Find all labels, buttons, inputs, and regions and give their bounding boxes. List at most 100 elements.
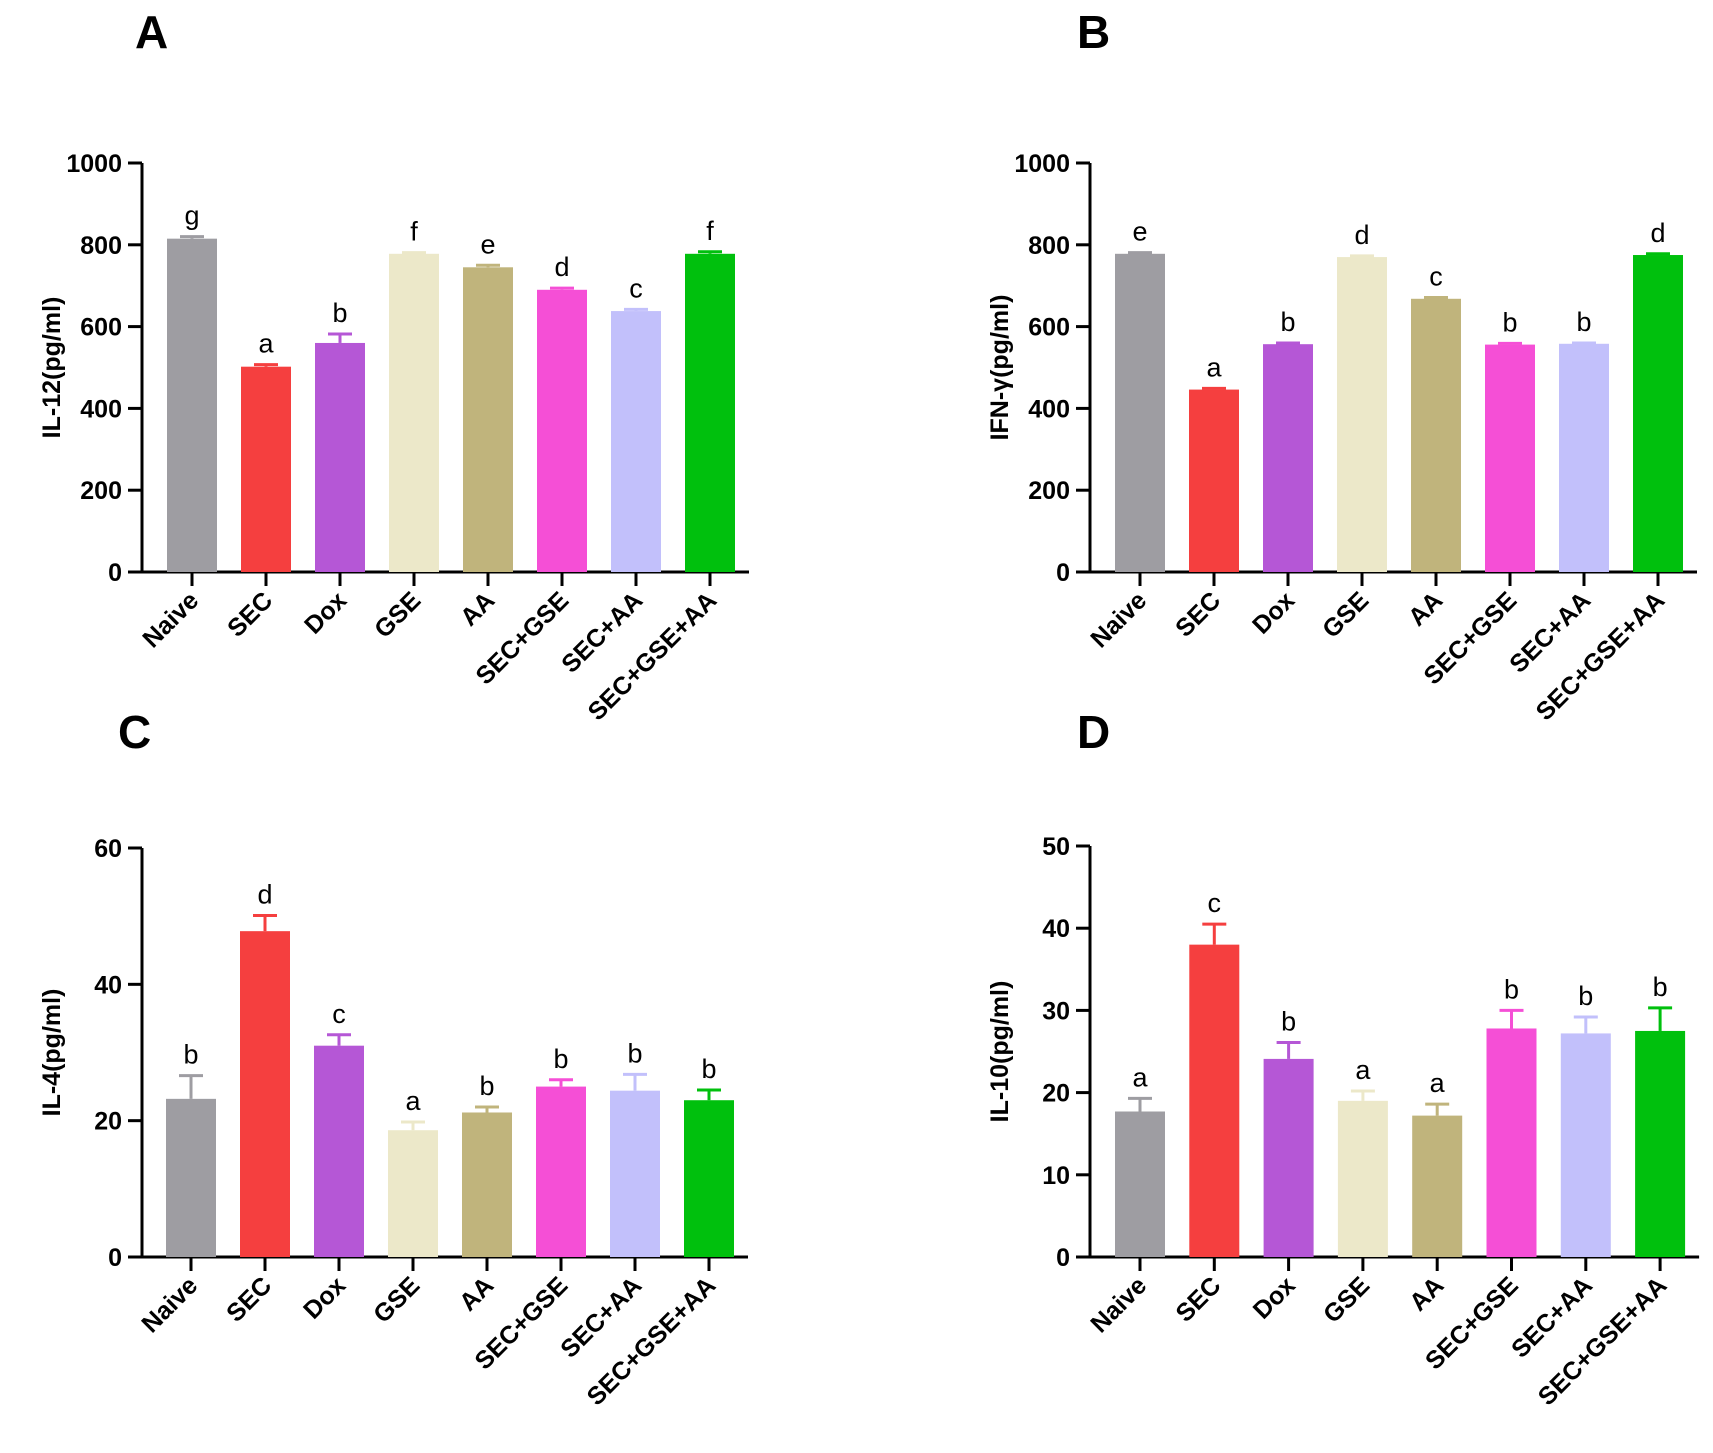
y-tick-label: 600 [1028, 314, 1070, 342]
y-tick-label: 30 [1042, 997, 1070, 1025]
significance-letter: e [480, 229, 495, 259]
y-tick-label: 800 [1028, 232, 1070, 260]
y-tick-label: 200 [1028, 477, 1070, 505]
significance-letter: b [553, 1044, 568, 1074]
x-category-label: GSE [1317, 586, 1374, 643]
chart-panel-a: A 0 200 400 600 800 1000 IL-12(pg/ml) g Naive a SEC… [38, 6, 749, 726]
significance-letter: a [1206, 352, 1222, 382]
significance-letter: c [629, 273, 643, 303]
y-tick-label: 400 [1028, 395, 1070, 423]
x-category-label: SEC+GSE+AA [582, 1271, 722, 1411]
bar [1411, 298, 1461, 572]
bar [1189, 944, 1240, 1257]
y-tick-label: 40 [1042, 915, 1070, 943]
significance-letter: d [1354, 220, 1369, 250]
y-tick-label: 0 [108, 559, 122, 587]
bar [610, 1090, 660, 1257]
bar [537, 289, 587, 572]
bar [314, 1045, 364, 1257]
x-category-label: Naive [137, 586, 204, 653]
bar [684, 1100, 734, 1257]
x-category-label: GSE [369, 586, 426, 643]
bar [1559, 343, 1609, 572]
significance-letter: a [405, 1086, 421, 1116]
y-tick-label: 1000 [66, 150, 122, 178]
x-category-label: Naive [1085, 1271, 1152, 1338]
y-axis-title: IL-12(pg/ml) [38, 297, 66, 439]
bar [1115, 1111, 1165, 1257]
bar [1337, 1100, 1388, 1257]
bar [388, 1130, 438, 1257]
significance-letter: b [1281, 1006, 1296, 1036]
y-tick-label: 0 [1056, 1244, 1070, 1272]
significance-letter: d [1650, 218, 1665, 248]
bar [241, 366, 291, 572]
bar [1189, 389, 1239, 572]
significance-letter: b [1502, 307, 1517, 337]
y-tick-label: 600 [80, 314, 122, 342]
x-category-label: SEC [221, 1271, 277, 1327]
significance-letter: a [1132, 1062, 1148, 1092]
bar [389, 253, 439, 572]
chart-panel-c: C 0 20 40 60 IL-4(pg/ml) b Naive d SEC c Dox a GSE b AA… [38, 706, 748, 1411]
y-tick-label: 50 [1042, 833, 1070, 861]
bar [1337, 257, 1387, 572]
x-category-label: Naive [1085, 586, 1152, 653]
x-category-label: Dox [298, 1271, 351, 1324]
significance-letter: a [1430, 1068, 1446, 1098]
significance-letter: c [332, 999, 346, 1029]
bar [240, 931, 290, 1257]
bar [1412, 1115, 1463, 1257]
significance-letter: c [1208, 888, 1222, 918]
panel-letter: B [1077, 6, 1110, 58]
bar [1635, 1030, 1686, 1257]
bar [1633, 255, 1683, 572]
bar [166, 1098, 216, 1257]
bar [462, 1112, 512, 1257]
significance-letter: a [258, 329, 274, 359]
significance-letter: b [479, 1071, 494, 1101]
y-tick-label: 60 [94, 835, 122, 863]
y-tick-label: 800 [80, 232, 122, 260]
x-category-label: AA [455, 586, 500, 631]
significance-letter: b [1576, 307, 1591, 337]
panel-letter: C [118, 706, 151, 758]
bar [685, 253, 735, 572]
x-category-label: Dox [1247, 586, 1300, 639]
significance-letter: b [701, 1054, 716, 1084]
x-category-label: AA [1403, 586, 1448, 631]
bar [167, 238, 217, 573]
significance-letter: b [627, 1038, 642, 1068]
y-tick-label: 200 [80, 477, 122, 505]
y-tick-label: 0 [1056, 559, 1070, 587]
y-tick-label: 400 [80, 395, 122, 423]
x-category-label: Naive [136, 1271, 203, 1338]
significance-letter: d [554, 252, 569, 282]
x-category-label: SEC [1170, 1271, 1226, 1327]
bar [1485, 344, 1535, 572]
bar [1486, 1028, 1537, 1257]
y-tick-label: 20 [1042, 1080, 1070, 1108]
bar [1263, 344, 1313, 572]
significance-letter: b [1653, 972, 1668, 1002]
significance-letter: c [1429, 262, 1443, 292]
x-category-label: Dox [1248, 1271, 1301, 1324]
significance-letter: b [1504, 974, 1519, 1004]
bar [315, 342, 365, 572]
significance-letter: b [1578, 981, 1593, 1011]
y-axis-title: IL-10(pg/ml) [986, 981, 1014, 1123]
y-axis-title: IFN-γ(pg/ml) [986, 295, 1014, 441]
significance-letter: g [184, 201, 199, 231]
panel-letter: D [1077, 706, 1110, 758]
y-tick-label: 0 [108, 1244, 122, 1272]
chart-panel-d: D 0 10 20 30 40 50 IL-10(pg/ml) a Naive c SEC b Dox a G… [986, 706, 1700, 1411]
significance-letter: b [1280, 307, 1295, 337]
x-category-label: GSE [1318, 1271, 1375, 1328]
x-category-label: AA [1404, 1271, 1449, 1316]
significance-letter: e [1132, 217, 1147, 247]
x-category-label: SEC+GSE+AA [1533, 1271, 1673, 1411]
x-category-label: AA [454, 1271, 499, 1316]
bar [463, 267, 513, 572]
x-category-label: SEC+GSE+AA [583, 586, 723, 726]
